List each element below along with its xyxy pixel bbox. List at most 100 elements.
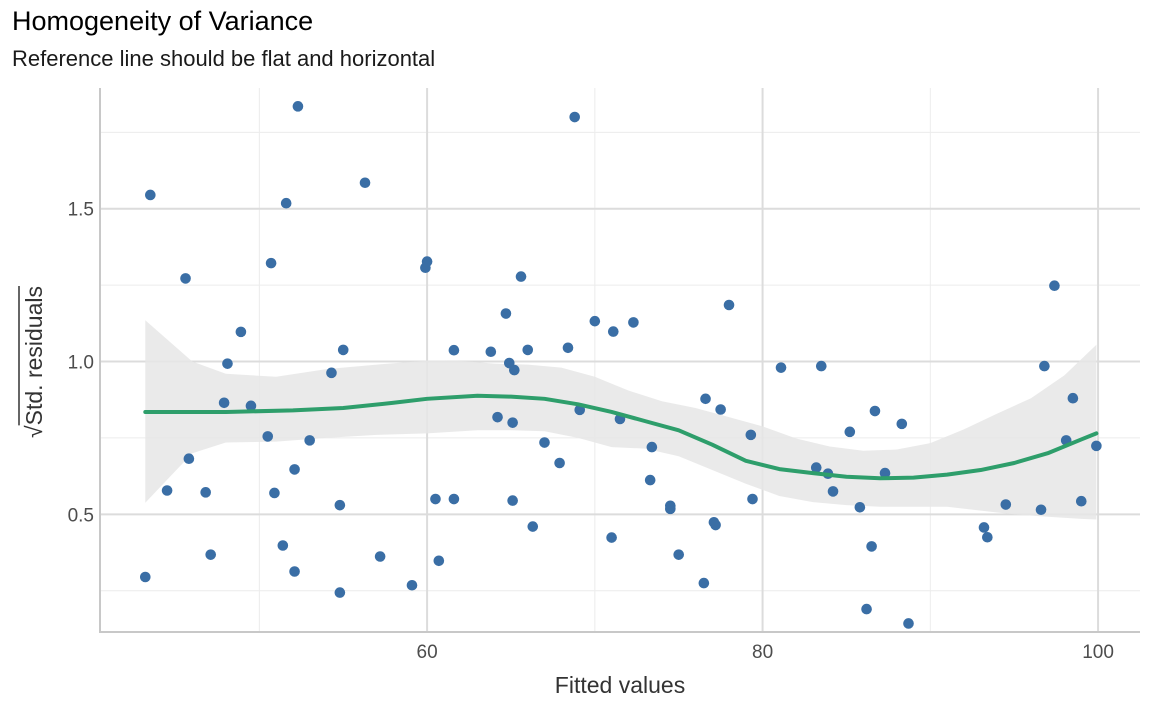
- y-tick-label: 1.0: [68, 353, 94, 374]
- data-point: [421, 256, 433, 267]
- data-point: [628, 317, 639, 328]
- data-point: [245, 400, 257, 412]
- data-point: [507, 417, 518, 428]
- x-tick-label: 60: [417, 642, 438, 663]
- data-point: [978, 522, 990, 533]
- y-axis-label-text: Std. residuals: [21, 286, 47, 425]
- data-point: [522, 344, 534, 356]
- data-point: [827, 486, 839, 497]
- data-point: [448, 344, 460, 356]
- data-point: [337, 344, 349, 356]
- data-point: [1091, 440, 1102, 452]
- points-layer: [139, 101, 1102, 629]
- data-point: [304, 435, 315, 446]
- data-point: [569, 111, 581, 123]
- data-point: [161, 485, 173, 496]
- y-tick-labels: 0.5 1.0 1.5: [68, 200, 94, 527]
- y-axis-label-sqrt: √: [21, 425, 47, 438]
- data-point: [265, 257, 277, 269]
- data-point: [1000, 499, 1012, 510]
- chart-title: Homogeneity of Variance: [12, 6, 314, 36]
- data-point: [903, 618, 914, 629]
- data-point: [509, 364, 520, 376]
- data-point: [810, 462, 822, 473]
- data-point: [644, 474, 656, 486]
- data-point: [289, 566, 300, 577]
- data-point: [606, 532, 617, 543]
- data-point: [1035, 504, 1047, 516]
- data-point: [554, 457, 565, 469]
- data-point: [277, 540, 289, 551]
- data-point: [145, 189, 156, 201]
- data-point: [866, 541, 877, 552]
- y-axis-label: √Std. residuals: [18, 286, 47, 438]
- data-point: [289, 464, 300, 475]
- data-point: [854, 502, 866, 513]
- data-point: [500, 308, 512, 319]
- data-point: [485, 346, 497, 358]
- data-point: [607, 326, 619, 337]
- svg-text:√Std. residuals: √Std. residuals: [21, 286, 47, 438]
- data-point: [180, 273, 191, 284]
- data-point: [492, 411, 503, 423]
- data-point: [334, 499, 346, 511]
- data-point: [775, 362, 787, 373]
- data-point: [406, 579, 418, 591]
- data-point: [139, 571, 151, 583]
- data-point: [430, 493, 441, 505]
- data-point: [326, 367, 337, 379]
- smooth-line-layer: [143, 393, 1099, 481]
- data-point: [334, 587, 346, 598]
- data-point: [715, 404, 726, 415]
- data-point: [527, 521, 539, 532]
- data-point: [673, 549, 685, 560]
- data-point: [292, 101, 304, 112]
- data-point: [200, 487, 211, 498]
- data-point: [1067, 392, 1079, 404]
- data-point: [861, 603, 872, 615]
- data-point: [539, 437, 550, 448]
- y-tick-label: 0.5: [68, 505, 94, 526]
- x-tick-label: 100: [1082, 642, 1114, 663]
- smooth-line: [143, 393, 1099, 481]
- data-point: [235, 326, 247, 338]
- y-tick-label: 1.5: [68, 200, 94, 221]
- data-point: [1075, 495, 1087, 507]
- chart-subtitle: Reference line should be flat and horizo…: [12, 46, 436, 71]
- x-tick-labels: 60 80 100: [417, 642, 1114, 663]
- data-point: [507, 495, 518, 506]
- data-point: [698, 577, 710, 589]
- data-point: [262, 431, 274, 442]
- x-tick-label: 80: [752, 642, 773, 663]
- data-point: [844, 426, 856, 438]
- data-point: [982, 531, 993, 543]
- major-gridlines: [100, 88, 1140, 632]
- data-point: [710, 519, 721, 531]
- data-point: [359, 177, 371, 189]
- data-point: [183, 453, 195, 465]
- data-point: [879, 467, 891, 479]
- axes: [99, 88, 1140, 633]
- data-point: [700, 393, 711, 405]
- data-point: [869, 405, 881, 417]
- data-point: [269, 487, 280, 499]
- data-point: [374, 551, 386, 562]
- data-point: [747, 493, 758, 505]
- data-point: [589, 315, 601, 327]
- data-point: [1039, 360, 1050, 372]
- data-point: [515, 271, 527, 282]
- data-point: [222, 358, 233, 369]
- x-axis-label: Fitted values: [555, 672, 685, 698]
- data-point: [562, 342, 574, 354]
- data-point: [646, 441, 658, 453]
- data-point: [448, 493, 460, 505]
- data-point: [1049, 280, 1060, 292]
- data-point: [205, 549, 217, 560]
- data-point: [745, 429, 757, 441]
- minor-gridlines: [100, 88, 1140, 632]
- data-point: [665, 503, 676, 515]
- data-point: [280, 197, 292, 209]
- data-point: [218, 397, 230, 409]
- data-point: [723, 299, 735, 311]
